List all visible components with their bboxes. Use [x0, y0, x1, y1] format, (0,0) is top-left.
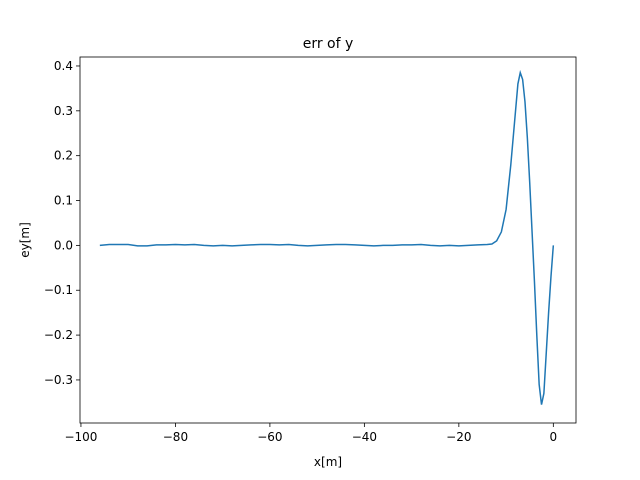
y-tick-label: 0.2 [54, 149, 73, 163]
plot-frame [79, 56, 577, 424]
y-tick-label: −0.1 [44, 283, 73, 297]
x-tick-label: −100 [64, 430, 97, 444]
y-tick-label: −0.2 [44, 328, 73, 342]
x-tick-label: −40 [352, 430, 377, 444]
x-tick-label: −80 [163, 430, 188, 444]
y-tick-label: 0.1 [54, 194, 73, 208]
y-axis-label: ey[m] [18, 222, 32, 258]
y-tick-label: −0.3 [44, 373, 73, 387]
x-tick-label: −60 [257, 430, 282, 444]
x-tick-label: −20 [446, 430, 471, 444]
data-line [99, 69, 555, 405]
x-axis-label: x[m] [314, 455, 342, 469]
chart-title: err of y [303, 36, 354, 52]
y-tick-label: 0.0 [54, 238, 73, 252]
y-tick-label: 0.3 [54, 104, 73, 118]
x-tick-label: 0 [550, 430, 558, 444]
y-tick-label: 0.4 [54, 59, 73, 73]
